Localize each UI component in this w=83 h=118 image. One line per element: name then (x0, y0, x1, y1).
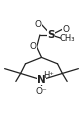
Text: CH₃: CH₃ (59, 34, 75, 43)
Text: O: O (29, 42, 36, 51)
Text: H⁺: H⁺ (43, 71, 54, 80)
Text: S: S (47, 30, 55, 40)
Text: O: O (62, 25, 69, 34)
Text: O: O (35, 20, 42, 29)
Text: O⁻: O⁻ (36, 87, 47, 96)
Text: N: N (37, 75, 46, 85)
